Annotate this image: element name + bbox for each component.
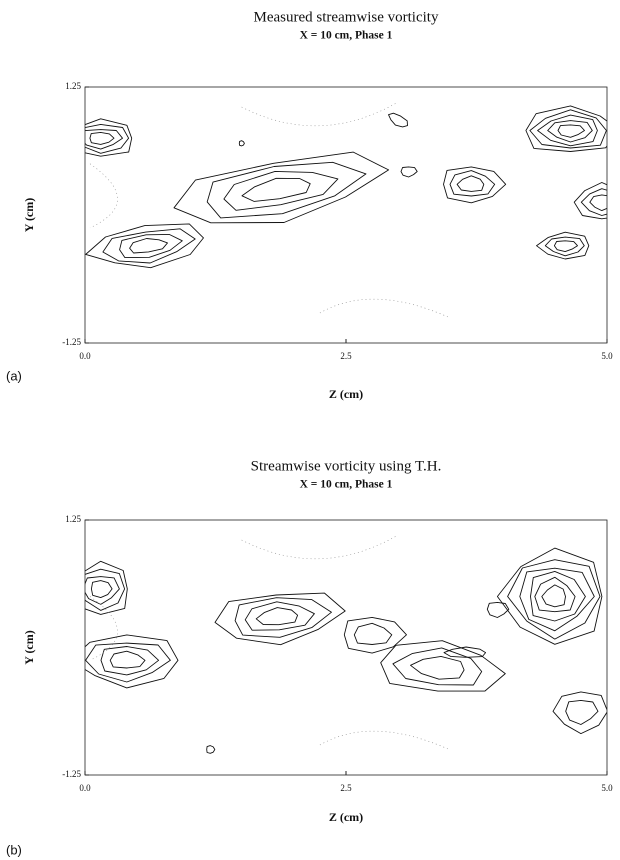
contour-line [565,699,599,725]
contour-line [580,188,607,216]
contour-line [85,560,128,615]
chart: Streamwise vorticity using T.H. X = 10 cm… [6,458,613,857]
contour-line [238,140,245,147]
contour-line [525,105,607,152]
contour-line [206,745,216,754]
chart-subtitle: X = 10 cm, Phase 1 [300,30,393,42]
contour-line [173,151,390,224]
chart: Measured streamwise vorticity X = 10 cm, … [6,9,613,401]
contour-line [109,650,146,669]
plot-frame [84,519,608,776]
contour-line [102,228,196,264]
contour-line [380,640,506,692]
contour-line [89,131,115,145]
contour-line [449,170,496,197]
contour-line [353,622,393,645]
contour-line [85,129,123,150]
contour-line [456,175,485,192]
contour-line [388,112,408,128]
y-tick-label: -1.25 [62,337,81,347]
y-tick-label: 1.25 [65,514,81,524]
contour-line [90,580,113,599]
contour-line [129,238,168,254]
contour-line [547,120,593,143]
chart-title: Measured streamwise vorticity [254,9,439,25]
contour-line [530,570,586,622]
contour-line [544,236,585,257]
contour-line [410,655,465,680]
contour-line [234,597,332,638]
contour-line [241,177,311,202]
contour-line [443,646,487,658]
contour-line [529,109,607,149]
y-axis-label: Y (cm) [22,630,36,665]
contour-line [85,568,126,611]
x-tick-label: 2.5 [340,351,352,361]
chart-subtitle: X = 10 cm, Phase 1 [300,479,393,491]
contour-line [573,182,607,220]
contour-line [244,601,315,631]
panel-label: (a) [6,368,22,383]
contour-line [206,161,367,219]
negative-contour [89,534,451,751]
contour-line [443,166,507,204]
contour-line [557,124,585,138]
x-tick-label: 0.0 [79,351,91,361]
contour-line [100,646,160,676]
contour-line [553,240,578,253]
panel-label: (b) [6,842,22,857]
contour-line [255,607,299,626]
contours [85,101,607,319]
contour-line [85,642,171,683]
y-axis-label: Y (cm) [22,198,36,233]
contour-line [534,576,576,613]
contour-line [537,114,598,147]
negative-contour [89,101,451,319]
y-tick-label: 1.25 [65,81,81,91]
contour-line [552,691,607,735]
contour-line [85,634,179,689]
contour-line [486,601,510,618]
contour-line [507,559,601,640]
contour-line [85,123,130,154]
contour-line [343,616,407,654]
contour-line [589,194,607,212]
contour-line [392,647,483,686]
x-tick-label: 0.0 [79,783,91,793]
chart-title: Streamwise vorticity using T.H. [251,458,442,474]
contour-line [536,231,590,260]
x-tick-label: 2.5 [340,783,352,793]
contour-line [541,584,566,608]
contour-line [85,223,204,269]
x-axis-label: Z (cm) [329,387,363,401]
contour-line [223,170,339,211]
x-tick-label: 5.0 [601,783,613,793]
contour-line [214,592,346,646]
contour-line [496,547,603,645]
contour-line [85,576,120,605]
contours [85,534,607,754]
contour-line [85,118,133,157]
contour-line [400,166,418,178]
contour-line [519,567,595,632]
y-tick-label: -1.25 [62,769,81,779]
x-tick-label: 5.0 [601,351,613,361]
x-axis-label: Z (cm) [329,810,363,824]
contour-line [119,233,183,259]
